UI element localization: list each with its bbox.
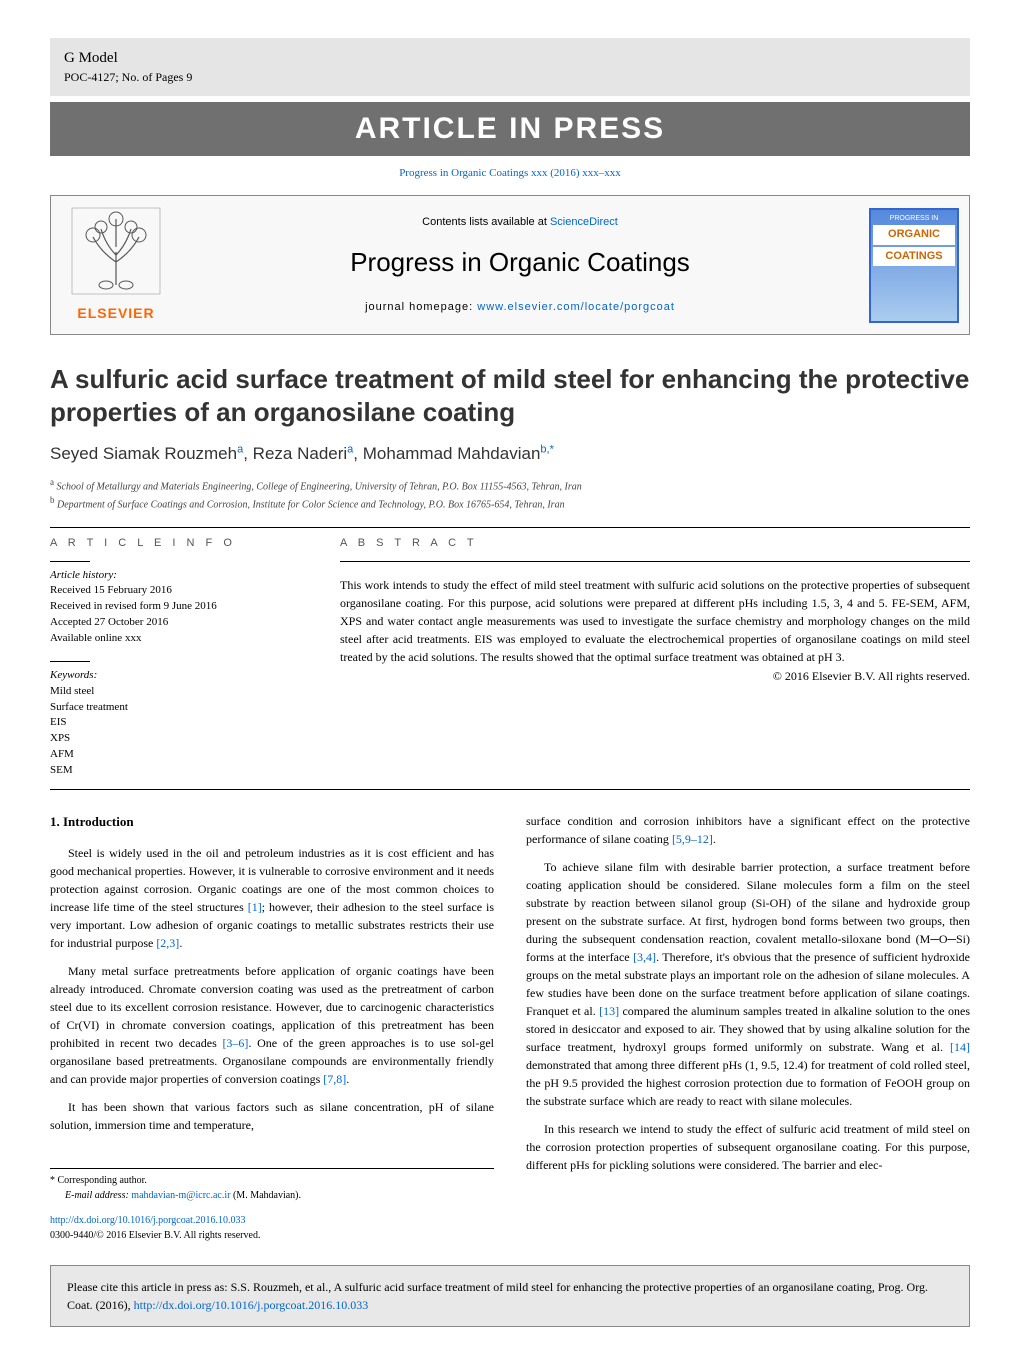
cover-text-top: PROGRESS IN xyxy=(871,210,957,224)
cover-text-main1: ORGANIC xyxy=(873,225,955,244)
fn-star: * xyxy=(50,1175,58,1186)
rule-top xyxy=(50,527,970,528)
contents-prefix: Contents lists available at xyxy=(422,216,550,228)
sciencedirect-link[interactable]: ScienceDirect xyxy=(550,216,618,228)
journal-title: Progress in Organic Coatings xyxy=(181,244,859,280)
abstract-copyright: © 2016 Elsevier B.V. All rights reserved… xyxy=(340,668,970,685)
email-link[interactable]: mahdavian-m@icrc.ac.ir xyxy=(131,1190,230,1201)
email-tail: (M. Mahdavian). xyxy=(230,1190,301,1201)
affil-b-text: Department of Surface Coatings and Corro… xyxy=(55,500,565,511)
keyword-1: Mild steel xyxy=(50,684,300,700)
homepage-link[interactable]: www.elsevier.com/locate/porgcoat xyxy=(477,301,675,313)
journal-cover-image: PROGRESS IN ORGANIC COATINGS xyxy=(869,208,959,323)
homepage-line: journal homepage: www.elsevier.com/locat… xyxy=(181,300,859,315)
info-rule xyxy=(50,561,90,562)
author-3: Mohammad Mahdavian xyxy=(363,444,541,463)
keywords-label: Keywords: xyxy=(50,668,300,683)
abstract-text: This work intends to study the effect of… xyxy=(340,576,970,666)
ref-13[interactable]: [13] xyxy=(599,1004,619,1018)
author-2: Reza Naderi xyxy=(253,444,348,463)
issn-line: 0300-9440/© 2016 Elsevier B.V. All right… xyxy=(50,1228,494,1243)
p2c: . xyxy=(346,1072,349,1086)
article-title: A sulfuric acid surface treatment of mil… xyxy=(50,363,970,428)
abstract-col: A B S T R A C T This work intends to stu… xyxy=(340,536,970,780)
ref-1[interactable]: [1] xyxy=(248,900,262,914)
doi-block: http://dx.doi.org/10.1016/j.porgcoat.201… xyxy=(50,1213,494,1243)
rule-bottom xyxy=(50,789,970,790)
ref-2-3[interactable]: [2,3] xyxy=(156,936,179,950)
ref-7-8[interactable]: [7,8] xyxy=(323,1072,346,1086)
doi-link[interactable]: http://dx.doi.org/10.1016/j.porgcoat.201… xyxy=(50,1215,245,1226)
poc-label: POC-4127; No. of Pages 9 xyxy=(64,69,956,86)
cite-box: Please cite this article in press as: S.… xyxy=(50,1265,970,1327)
journal-reference-link[interactable]: Progress in Organic Coatings xxx (2016) … xyxy=(50,156,970,195)
c2p1a: To achieve silane film with desirable ba… xyxy=(526,860,970,964)
article-in-press-bar: ARTICLE IN PRESS xyxy=(50,102,970,156)
c2p0b: . xyxy=(713,832,716,846)
journal-cover-cell: PROGRESS IN ORGANIC COATINGS xyxy=(859,198,969,333)
cover-text-main2: COATINGS xyxy=(873,247,955,266)
affiliation-b: b Department of Surface Coatings and Cor… xyxy=(50,494,970,512)
sep: , xyxy=(353,444,362,463)
col2-p2: In this research we intend to study the … xyxy=(526,1120,970,1174)
c2p0a: surface condition and corrosion inhibito… xyxy=(526,814,970,846)
author-3-sup: b, xyxy=(540,444,549,456)
footnotes: * Corresponding author. E-mail address: … xyxy=(50,1168,494,1203)
intro-heading: 1. Introduction xyxy=(50,812,494,832)
keyword-3: EIS xyxy=(50,715,300,731)
authors-line: Seyed Siamak Rouzmeha, Reza Naderia, Moh… xyxy=(50,442,970,466)
article-info-col: A R T I C L E I N F O Article history: R… xyxy=(50,536,300,780)
g-model-label: G Model xyxy=(64,48,956,69)
abstract-head: A B S T R A C T xyxy=(340,536,970,551)
affiliation-a: a School of Metallurgy and Materials Eng… xyxy=(50,476,970,494)
body-col-2: surface condition and corrosion inhibito… xyxy=(526,812,970,1243)
history-online: Available online xxx xyxy=(50,631,300,647)
p1c: . xyxy=(179,936,182,950)
elsevier-tree-icon xyxy=(71,207,161,295)
history-label: Article history: xyxy=(50,568,300,583)
c2p1d: demonstrated that among three different … xyxy=(526,1058,970,1108)
intro-p3: It has been shown that various factors s… xyxy=(50,1098,494,1134)
abstract-rule-top xyxy=(340,561,970,562)
header-middle: Contents lists available at ScienceDirec… xyxy=(181,215,859,316)
intro-p1: Steel is widely used in the oil and petr… xyxy=(50,844,494,952)
homepage-prefix: journal homepage: xyxy=(365,301,477,313)
keyword-2: Surface treatment xyxy=(50,700,300,716)
info-abstract-row: A R T I C L E I N F O Article history: R… xyxy=(50,536,970,780)
corresponding-star: * xyxy=(550,444,554,456)
elsevier-logo-cell: ELSEVIER xyxy=(51,201,181,330)
history-received: Received 15 February 2016 xyxy=(50,583,300,599)
article-info-head: A R T I C L E I N F O xyxy=(50,536,300,551)
sep: , xyxy=(243,444,252,463)
email-line: E-mail address: mahdavian-m@icrc.ac.ir (… xyxy=(50,1188,494,1203)
history-revised: Received in revised form 9 June 2016 xyxy=(50,599,300,615)
intro-p2: Many metal surface pretreatments before … xyxy=(50,962,494,1088)
ref-3-6[interactable]: [3–6] xyxy=(222,1036,248,1050)
col2-p0: surface condition and corrosion inhibito… xyxy=(526,812,970,848)
body-col-1: 1. Introduction Steel is widely used in … xyxy=(50,812,494,1243)
contents-line: Contents lists available at ScienceDirec… xyxy=(181,215,859,230)
fn-corr: Corresponding author. xyxy=(58,1175,147,1186)
author-1: Seyed Siamak Rouzmeh xyxy=(50,444,237,463)
body-columns: 1. Introduction Steel is widely used in … xyxy=(50,812,970,1243)
affil-a-text: School of Metallurgy and Materials Engin… xyxy=(54,481,582,492)
cite-doi-link[interactable]: http://dx.doi.org/10.1016/j.porgcoat.201… xyxy=(134,1298,369,1312)
corresponding-note: * Corresponding author. xyxy=(50,1173,494,1188)
col2-p1: To achieve silane film with desirable ba… xyxy=(526,858,970,1110)
ref-14[interactable]: [14] xyxy=(950,1040,970,1054)
history-accepted: Accepted 27 October 2016 xyxy=(50,615,300,631)
g-model-bar: G Model POC-4127; No. of Pages 9 xyxy=(50,38,970,96)
ref-5-9-12[interactable]: [5,9–12] xyxy=(672,832,713,846)
ref-3-4[interactable]: [3,4] xyxy=(633,950,656,964)
keyword-4: XPS xyxy=(50,731,300,747)
kw-rule xyxy=(50,661,90,662)
journal-header-box: ELSEVIER Contents lists available at Sci… xyxy=(50,195,970,335)
keyword-6: SEM xyxy=(50,763,300,779)
keyword-5: AFM xyxy=(50,747,300,763)
email-label: E-mail address: xyxy=(65,1190,131,1201)
elsevier-text: ELSEVIER xyxy=(57,304,175,324)
